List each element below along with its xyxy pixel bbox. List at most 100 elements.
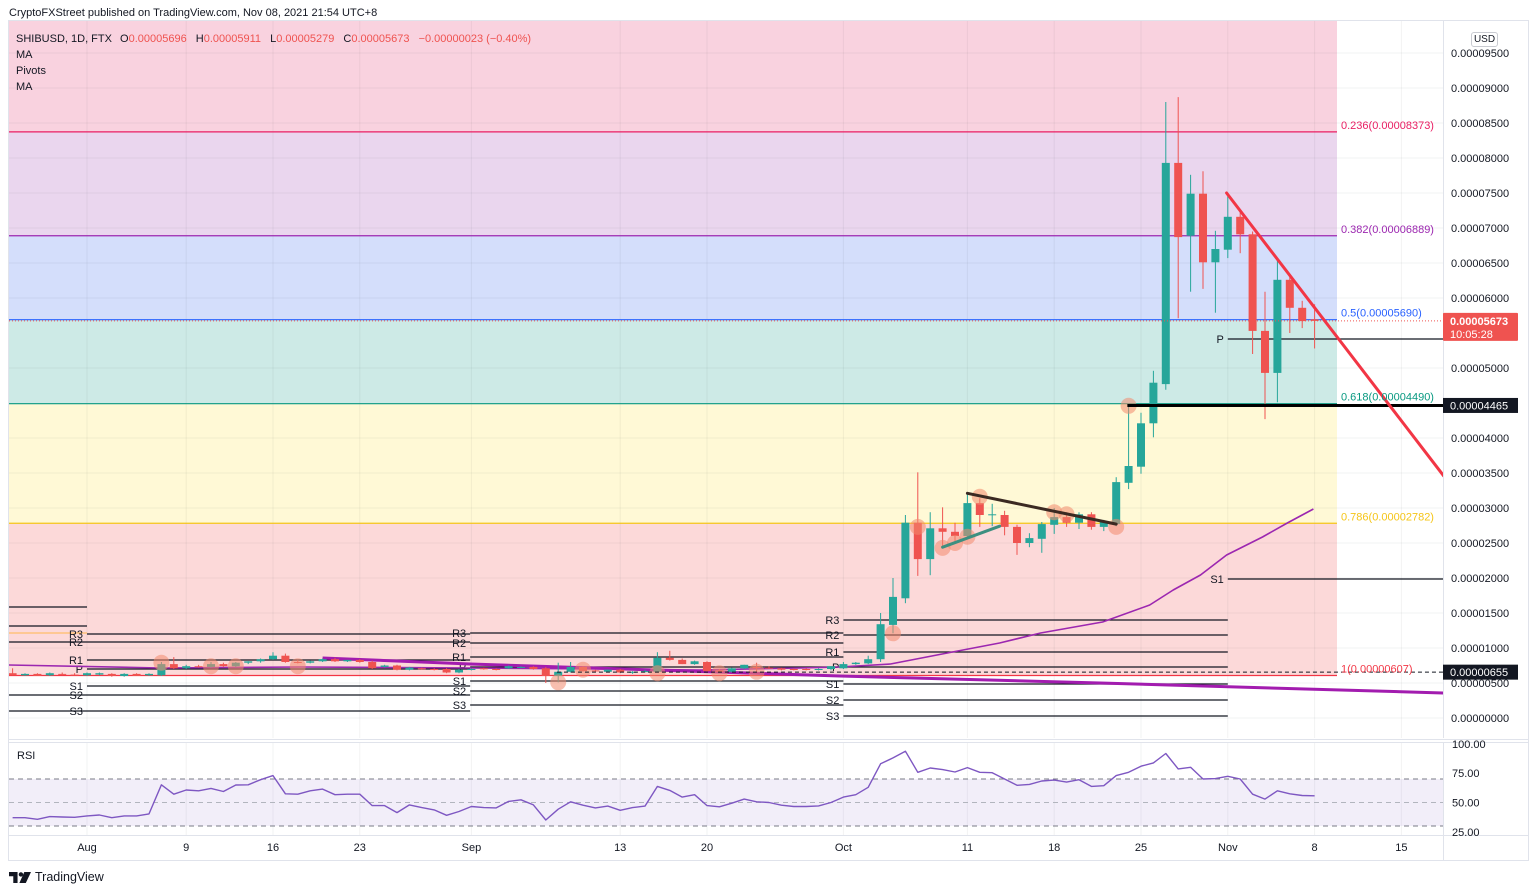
candle[interactable] [740,664,749,669]
candle[interactable] [541,666,550,683]
candle[interactable] [1087,512,1096,530]
candle[interactable] [1000,510,1009,536]
candle[interactable] [1310,304,1319,349]
price-axis[interactable]: 0.00009500 0.00009000 0.00008500 0.00008000… [1443,48,1518,725]
candle[interactable] [355,659,364,663]
candle[interactable] [814,668,823,671]
candle[interactable] [194,664,203,668]
candle[interactable] [1285,277,1294,333]
candle[interactable] [1186,174,1195,292]
indicator-ma-2[interactable]: MA [16,81,33,93]
candle[interactable] [591,669,600,672]
candle[interactable] [442,668,451,674]
candle[interactable] [1261,291,1269,420]
indicator-ma-1[interactable]: MA [16,49,33,61]
candle[interactable] [851,662,860,665]
candle[interactable] [492,668,501,671]
highlight-circle[interactable] [153,654,170,671]
candle[interactable] [120,673,129,677]
level-marker-label[interactable]: 0.00000655 [1443,664,1518,680]
highlight-circle[interactable] [289,658,306,675]
candle[interactable] [641,669,649,673]
candle[interactable] [343,659,352,662]
candle[interactable] [802,668,811,671]
rsi-title[interactable]: RSI [17,750,36,762]
highlight-circle[interactable] [909,518,926,535]
candle[interactable] [839,662,848,669]
candle[interactable] [1013,524,1021,555]
currency-badge[interactable]: USD [1471,32,1498,47]
candle[interactable] [455,669,463,674]
candle[interactable] [703,661,711,672]
ma-line[interactable] [322,656,1444,695]
candle[interactable] [70,673,79,676]
highlight-circle[interactable] [1108,518,1125,535]
candle[interactable] [393,664,401,671]
trendline[interactable] [965,491,1118,526]
time-axis[interactable]: Aug 9 16 23 Sep 13 20 Oct 11 18 25 Nov 8 15 [77,842,1407,854]
level-marker-label[interactable]: 0.00004465 [1443,397,1518,413]
candle[interactable] [1248,231,1257,355]
candle[interactable] [145,673,153,676]
candle[interactable] [1199,171,1207,289]
candle[interactable] [306,660,315,664]
candle[interactable] [132,673,141,676]
candle[interactable] [1112,477,1121,527]
highlight-circle[interactable] [575,661,591,678]
candle[interactable] [765,666,773,669]
ma-line[interactable] [9,508,1314,671]
candle[interactable] [430,668,439,671]
candle[interactable] [21,673,29,676]
candle[interactable] [281,653,290,663]
candle[interactable] [269,652,277,660]
candle[interactable] [182,664,191,669]
candle[interactable] [33,673,42,676]
candle[interactable] [58,672,67,676]
candle[interactable] [988,503,997,527]
highlight-circle[interactable] [203,658,219,675]
candle[interactable] [901,515,910,604]
candle[interactable] [1273,260,1282,403]
candle[interactable] [789,668,798,671]
candle[interactable] [244,661,253,665]
highlight-circle[interactable] [227,658,244,675]
candle[interactable] [1174,97,1183,319]
highlight-circle[interactable] [711,665,728,682]
candle[interactable] [777,667,786,671]
candle[interactable] [1137,412,1145,474]
candle[interactable] [566,662,575,673]
candle[interactable] [45,672,54,677]
candle[interactable] [665,650,674,661]
highlight-circle[interactable] [649,665,666,682]
candle[interactable] [1124,403,1133,490]
symbol-label[interactable]: SHIBUSD, 1D, FTX [16,33,112,45]
candle[interactable] [479,667,488,670]
trendline[interactable] [941,524,1002,549]
candle[interactable] [1161,102,1170,390]
candle[interactable] [926,512,935,576]
rsi-line[interactable] [12,750,1315,821]
candle[interactable] [467,668,476,671]
candle[interactable] [95,672,104,676]
candle[interactable] [504,665,513,670]
candle[interactable] [331,657,339,662]
candle[interactable] [1037,522,1046,553]
candle[interactable] [529,666,538,670]
highlight-circle[interactable] [885,625,901,642]
trendline[interactable] [1225,191,1444,478]
candle[interactable] [517,666,525,669]
candle[interactable] [1298,300,1307,329]
candle[interactable] [864,655,873,665]
candle[interactable] [1025,533,1034,548]
candle[interactable] [678,658,687,665]
candle[interactable] [368,660,377,669]
candle[interactable] [83,672,91,677]
rsi-pane[interactable]: 100.00 75.00 50.00 25.00 [9,739,1486,839]
candle[interactable] [727,667,736,673]
indicator-pivots[interactable]: Pivots [16,65,46,77]
candle[interactable] [107,673,116,677]
candle[interactable] [169,657,178,669]
candle[interactable] [628,671,637,674]
